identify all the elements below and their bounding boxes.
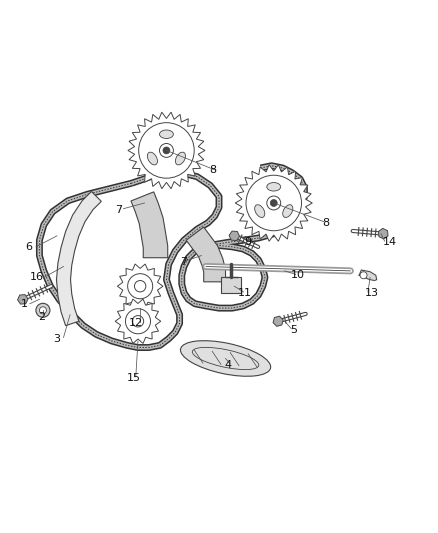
- Text: 11: 11: [238, 288, 252, 298]
- Circle shape: [127, 273, 153, 298]
- Polygon shape: [235, 165, 312, 241]
- Circle shape: [132, 316, 144, 327]
- Circle shape: [163, 147, 170, 154]
- Circle shape: [139, 123, 194, 178]
- Polygon shape: [359, 270, 377, 280]
- Ellipse shape: [175, 152, 186, 165]
- Text: 7: 7: [115, 205, 122, 215]
- Circle shape: [159, 143, 173, 157]
- Text: 3: 3: [53, 334, 60, 344]
- Ellipse shape: [180, 341, 271, 376]
- Circle shape: [134, 280, 146, 292]
- Polygon shape: [18, 295, 28, 304]
- Circle shape: [246, 175, 301, 231]
- Circle shape: [39, 307, 46, 314]
- Ellipse shape: [267, 183, 281, 191]
- Text: 5: 5: [290, 325, 297, 335]
- Circle shape: [267, 196, 281, 210]
- Ellipse shape: [283, 205, 293, 217]
- Circle shape: [270, 199, 277, 206]
- Polygon shape: [117, 264, 163, 309]
- FancyBboxPatch shape: [221, 278, 241, 293]
- Text: 15: 15: [127, 373, 141, 383]
- Text: 4: 4: [224, 360, 231, 370]
- Ellipse shape: [159, 130, 173, 139]
- Text: 7: 7: [180, 257, 187, 267]
- Text: 16: 16: [30, 272, 44, 282]
- Text: 1: 1: [21, 298, 28, 309]
- Polygon shape: [115, 299, 161, 343]
- Polygon shape: [378, 229, 388, 239]
- Ellipse shape: [254, 205, 265, 217]
- Text: 14: 14: [383, 237, 397, 247]
- Polygon shape: [128, 112, 205, 189]
- Circle shape: [36, 303, 50, 317]
- Text: 13: 13: [365, 288, 379, 298]
- Text: 2: 2: [38, 312, 45, 322]
- Circle shape: [360, 272, 367, 279]
- Polygon shape: [273, 316, 283, 326]
- Text: 8: 8: [323, 217, 330, 228]
- Polygon shape: [229, 231, 240, 240]
- Polygon shape: [131, 192, 168, 258]
- Polygon shape: [186, 227, 226, 282]
- Text: 12: 12: [129, 318, 143, 328]
- Text: 8: 8: [209, 165, 216, 175]
- Ellipse shape: [147, 152, 158, 165]
- Text: 6: 6: [25, 242, 32, 252]
- Polygon shape: [57, 191, 101, 326]
- Circle shape: [125, 309, 151, 334]
- Text: 10: 10: [291, 270, 305, 280]
- Text: 9: 9: [244, 237, 251, 247]
